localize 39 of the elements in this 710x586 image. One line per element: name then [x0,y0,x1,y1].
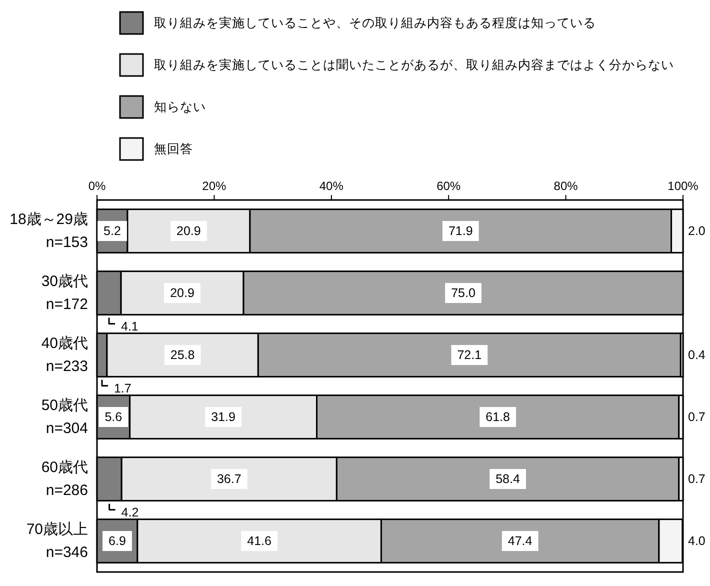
legend-label: 知らない [154,100,206,114]
data-label: 0.4 [688,348,706,362]
y-tick-label: 40歳代 n=233 [41,335,88,375]
data-label: 0.7 [688,410,706,424]
data-label: 4.0 [688,534,706,548]
data-label: 5.6 [104,410,122,424]
x-tick-label: 0% [88,179,106,193]
x-tick-label: 80% [554,179,578,193]
legend-label: 無回答 [154,142,193,156]
x-tick-label: 20% [202,179,227,193]
data-label: 5.2 [104,224,121,238]
data-label: 20.9 [176,224,201,238]
data-label: 6.9 [108,534,126,548]
y-tick-label: 18歳～29歳 n=153 [10,211,88,251]
legend-label: 取り組みを実施していることや、その取り組み内容もある程度は知っている [154,15,596,30]
x-tick-label: 40% [319,179,344,193]
y-tick-label: 60歳代 n=286 [41,459,88,499]
data-label: 1.7 [114,382,132,396]
data-label: 41.6 [247,534,272,548]
data-label: 36.7 [216,472,242,486]
x-tick-label: 60% [436,179,461,193]
data-label: 2.0 [688,224,706,238]
data-label: 72.1 [457,348,482,362]
data-label: 61.8 [486,410,510,424]
y-tick-label: 50歳代 n=304 [41,397,88,437]
data-label: 4.1 [121,320,138,334]
x-tick-label: 100% [668,179,699,193]
data-label: 31.9 [211,410,236,424]
data-label: 71.9 [448,224,473,238]
data-label: 4.2 [121,506,139,520]
data-label: 75.0 [451,286,476,300]
y-tick-label: 70歳以上 n=346 [26,521,88,561]
data-label: 20.9 [170,286,194,300]
y-tick-label: 30歳代 n=172 [41,273,88,313]
data-label: 25.8 [170,348,195,362]
data-label: 47.4 [508,534,532,548]
legend-label: 取り組みを実施していることは聞いたことがあるが、取り組み内容まではよく分からない [154,57,674,72]
data-label: 0.7 [688,472,706,486]
data-label: 58.4 [496,472,520,486]
